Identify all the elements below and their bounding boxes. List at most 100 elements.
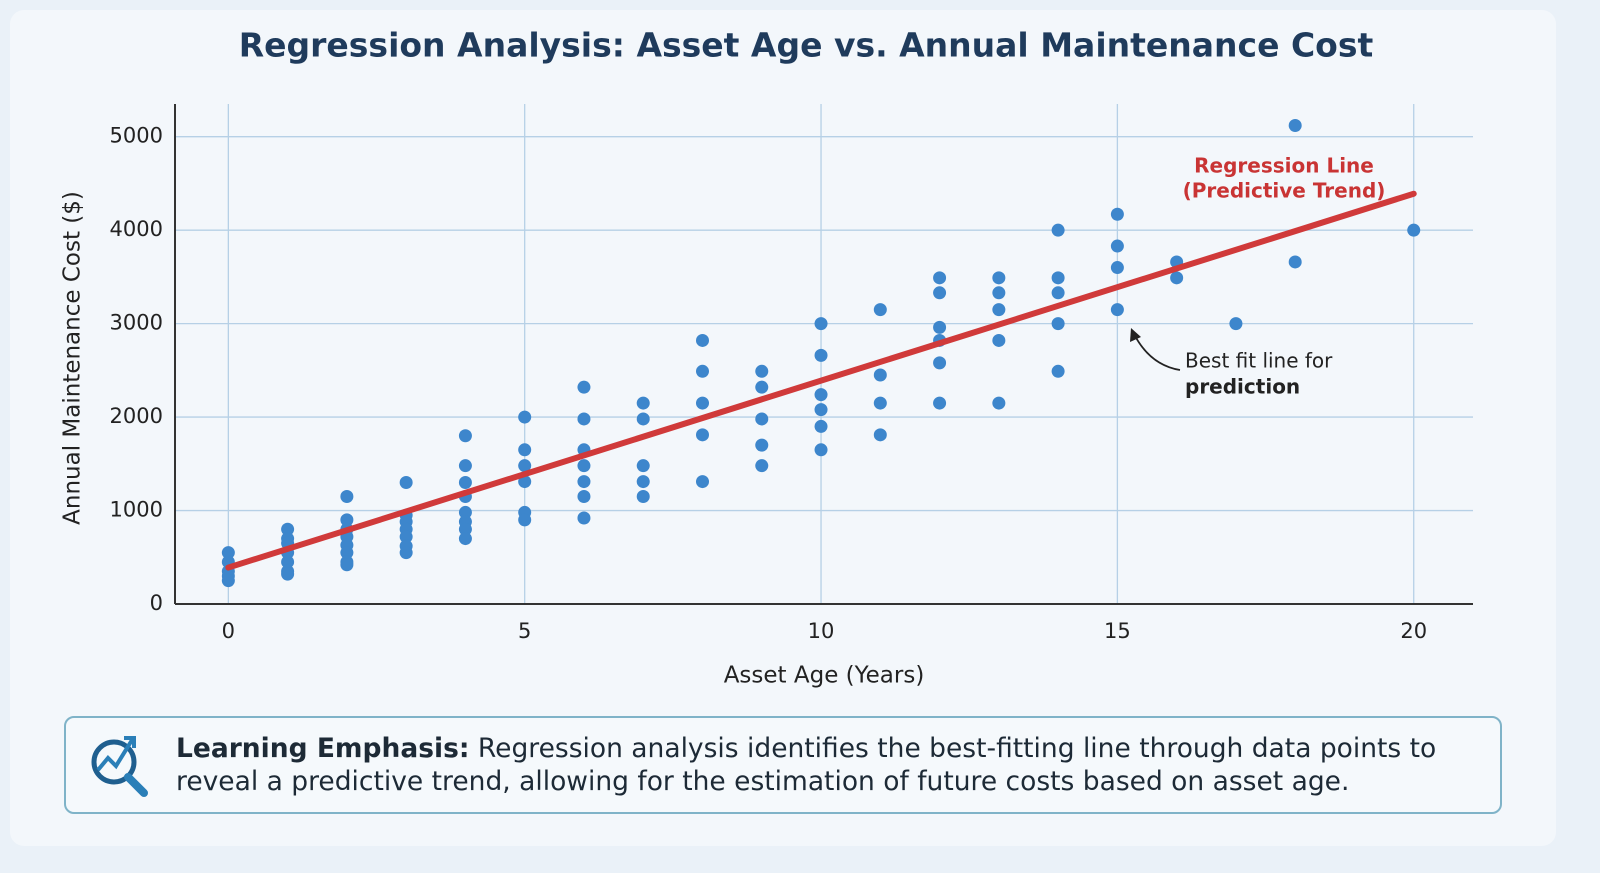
point: [755, 380, 769, 394]
annotation: Regression Line: [1194, 154, 1374, 178]
point: [518, 459, 532, 473]
point: [340, 513, 354, 527]
point: [577, 475, 591, 489]
point: [1051, 317, 1065, 331]
learning-text: Learning Emphasis: Regression analysis i…: [176, 732, 1496, 798]
point: [340, 558, 354, 572]
point: [577, 490, 591, 504]
point: [399, 546, 413, 560]
point: [577, 459, 591, 473]
x-tick-label: 0: [222, 619, 235, 643]
point: [1407, 223, 1421, 237]
point: [814, 348, 828, 362]
point: [1051, 364, 1065, 378]
learning-label: Learning Emphasis:: [176, 733, 470, 764]
x-tick-label: 15: [1104, 619, 1131, 643]
point: [458, 429, 472, 443]
card: [10, 10, 1556, 846]
point: [933, 320, 947, 334]
annotation-arrow: [1133, 333, 1181, 371]
point: [281, 555, 295, 569]
point: [755, 364, 769, 378]
point: [814, 317, 828, 331]
point: [873, 396, 887, 410]
point: [1110, 261, 1124, 275]
point: [1170, 271, 1184, 285]
point: [281, 522, 295, 536]
point: [1051, 223, 1065, 237]
point: [1110, 207, 1124, 221]
x-tick-label: 10: [808, 619, 835, 643]
point: [399, 530, 413, 544]
point: [518, 443, 532, 457]
x-axis-title: Asset Age (Years): [724, 663, 925, 689]
point: [221, 574, 235, 588]
regression-line: [225, 190, 1417, 571]
point: [755, 412, 769, 426]
point: [281, 567, 295, 581]
point: [992, 271, 1006, 285]
x-tick-label: 20: [1400, 619, 1427, 643]
point: [518, 513, 532, 527]
annotation: Best fit line for: [1185, 349, 1333, 373]
y-tick-label: 4000: [110, 217, 163, 241]
point: [992, 303, 1006, 317]
point: [933, 286, 947, 300]
learning-box: Learning Emphasis: Regression analysis i…: [64, 716, 1502, 814]
y-tick-label: 0: [150, 591, 163, 615]
point: [636, 459, 650, 473]
point: [458, 522, 472, 536]
annotation: (Predictive Trend): [1183, 179, 1386, 203]
point: [518, 475, 532, 489]
annotation: prediction: [1185, 375, 1300, 399]
point: [873, 428, 887, 442]
learning-body: Regression analysis identifies the best-…: [176, 733, 1437, 797]
chart-title: Regression Analysis: Asset Age vs. Annua…: [239, 26, 1374, 65]
y-tick-label: 3000: [110, 311, 163, 335]
point: [340, 490, 354, 504]
point: [636, 475, 650, 489]
point: [518, 410, 532, 424]
point: [636, 396, 650, 410]
point: [577, 412, 591, 426]
y-tick-label: 1000: [110, 498, 163, 522]
y-axis-title: Annual Maintenance Cost ($): [60, 191, 86, 525]
point: [1288, 255, 1302, 269]
point: [992, 333, 1006, 347]
point: [1288, 118, 1302, 132]
annotation-arrowhead: [1130, 328, 1141, 342]
point: [1110, 303, 1124, 317]
point: [695, 475, 709, 489]
point: [933, 271, 947, 285]
point: [636, 412, 650, 426]
point: [577, 380, 591, 394]
point: [695, 428, 709, 442]
point: [1229, 317, 1243, 331]
point: [458, 476, 472, 490]
point: [340, 546, 354, 560]
point: [814, 388, 828, 402]
point: [221, 546, 235, 560]
icon: [91, 736, 148, 797]
point: [755, 438, 769, 452]
point: [873, 368, 887, 382]
point: [1110, 239, 1124, 253]
point: [577, 511, 591, 525]
point: [992, 396, 1006, 410]
point: [695, 333, 709, 347]
point: [933, 356, 947, 370]
point: [755, 459, 769, 473]
y-tick-label: 2000: [110, 404, 163, 428]
point: [458, 532, 472, 546]
point: [458, 505, 472, 519]
point: [933, 396, 947, 410]
point: [695, 396, 709, 410]
point: [458, 459, 472, 473]
point: [1051, 271, 1065, 285]
y-tick-label: 5000: [110, 124, 163, 148]
point: [1051, 286, 1065, 300]
point: [399, 476, 413, 490]
point: [695, 364, 709, 378]
